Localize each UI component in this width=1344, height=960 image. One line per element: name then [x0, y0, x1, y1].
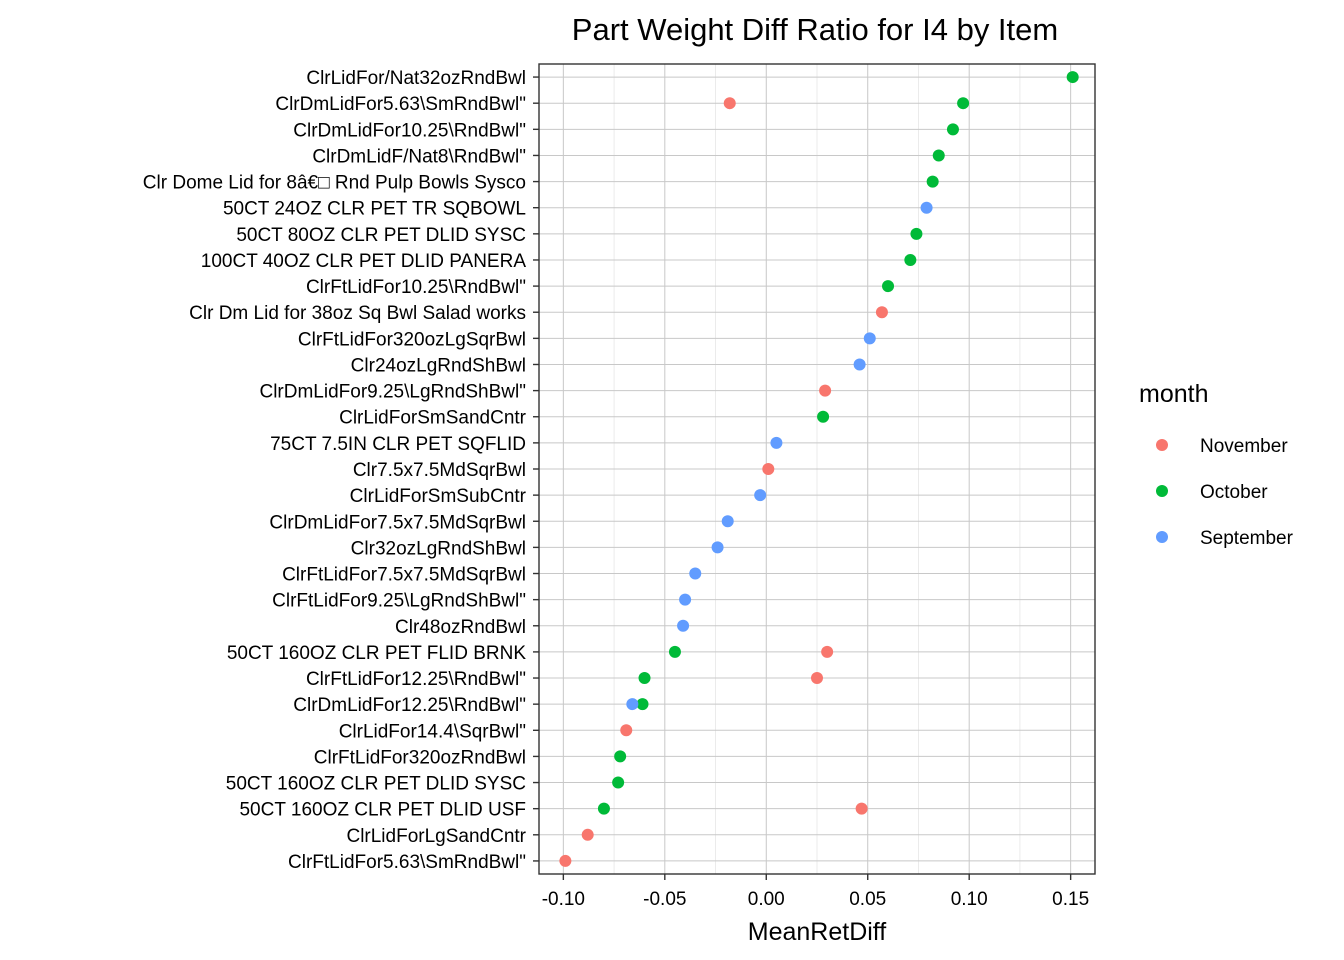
y-tick-label: 50CT 160OZ CLR PET FLID BRNK [227, 643, 527, 664]
data-point-september [626, 698, 639, 711]
y-tick-label: ClrDmLidF/Nat8\RndBwl" [312, 146, 526, 167]
y-tick-label: ClrLidForLgSandCntr [346, 826, 526, 847]
y-tick-label: ClrFtLidFor9.25\LgRndShBwl" [272, 591, 526, 612]
data-point-september [689, 567, 702, 580]
y-tick-label: ClrFtLidFor320ozRndBwl [314, 747, 526, 768]
y-tick-label: 50CT 80OZ CLR PET DLID SYSC [236, 225, 526, 246]
y-axis: ClrLidFor/Nat32ozRndBwl ClrDmLidFor5.63\S… [143, 68, 539, 873]
data-point-november [875, 306, 888, 319]
legend: month November October September [1139, 380, 1294, 549]
y-tick-label: ClrFtLidFor12.25\RndBwl" [306, 669, 526, 690]
x-axis-label: MeanRetDiff [748, 918, 887, 946]
data-point-september [770, 436, 783, 449]
x-tick-label: 0.10 [951, 889, 988, 910]
y-tick-label: ClrFtLidFor320ozLgSqrBwl [298, 329, 526, 350]
data-point-october [932, 149, 945, 162]
y-tick-label: ClrDmLidFor7.5x7.5MdSqrBwl [269, 512, 526, 533]
grid [539, 64, 1095, 874]
data-point-october [957, 97, 970, 110]
y-tick-label: ClrLidForSmSubCntr [350, 486, 527, 507]
data-point-october [612, 776, 625, 789]
y-tick-label: ClrFtLidFor10.25\RndBwl" [306, 277, 526, 298]
data-point-november [819, 384, 832, 397]
y-tick-label: Clr24ozLgRndShBwl [351, 355, 526, 376]
y-tick-label: ClrDmLidFor10.25\RndBwl" [293, 120, 526, 141]
legend-label-october: October [1200, 482, 1268, 503]
data-point-november [811, 672, 823, 685]
data-point-october [638, 672, 651, 685]
y-tick-label: ClrLidFor14.4\SqrBwl" [339, 721, 526, 742]
data-point-october [904, 253, 917, 266]
data-point-october [614, 750, 627, 763]
data-point-september [754, 489, 767, 502]
data-point-october [1066, 71, 1079, 84]
legend-label-november: November [1200, 436, 1288, 457]
x-tick-label: 0.00 [748, 889, 785, 910]
legend-swatch-november [1156, 439, 1168, 451]
data-point-november [581, 828, 594, 841]
x-tick-label: -0.05 [643, 889, 686, 910]
y-tick-label: 100CT 40OZ CLR PET DLID PANERA [201, 251, 527, 272]
data-point-september [677, 619, 690, 632]
data-point-october [946, 123, 959, 136]
data-point-september [679, 593, 692, 606]
y-tick-label: Clr48ozRndBwl [395, 617, 526, 638]
y-tick-label: ClrFtLidFor7.5x7.5MdSqrBwl [282, 565, 526, 586]
y-tick-label: ClrLidForSmSandCntr [339, 408, 527, 429]
x-axis: -0.10 -0.05 0.00 0.05 0.10 0.15 [542, 874, 1089, 910]
data-point-october [926, 175, 939, 188]
data-point-november [620, 724, 633, 737]
data-point-september [711, 541, 724, 554]
data-point-september [853, 358, 866, 371]
data-point-october [910, 227, 923, 240]
data-point-november [723, 97, 736, 110]
data-point-september [920, 201, 933, 214]
plot-panel-border [538, 63, 1096, 875]
x-tick-label: 0.15 [1052, 889, 1089, 910]
y-tick-label: ClrLidFor/Nat32ozRndBwl [306, 68, 526, 89]
chart-title: Part Weight Diff Ratio for I4 by Item [572, 12, 1058, 47]
data-point-november [821, 645, 834, 658]
data-point-november [559, 854, 572, 867]
y-tick-label: Clr32ozLgRndShBwl [351, 538, 526, 559]
legend-swatch-september [1156, 531, 1168, 543]
x-tick-label: -0.10 [542, 889, 585, 910]
data-point-october [636, 698, 649, 711]
y-tick-label: 50CT 160OZ CLR PET DLID USF [239, 800, 526, 821]
data-point-november [762, 463, 775, 475]
y-tick-label: 50CT 160OZ CLR PET DLID SYSC [226, 774, 526, 795]
y-tick-label: ClrFtLidFor5.63\SmRndBwl" [288, 852, 526, 873]
data-point-october [668, 645, 681, 658]
y-tick-label: Clr Dm Lid for 38oz Sq Bwl Salad works [189, 303, 526, 324]
y-tick-label: ClrDmLidFor9.25\LgRndShBwl" [259, 382, 526, 403]
legend-title: month [1139, 380, 1208, 408]
data-points [559, 71, 1079, 867]
y-tick-label: ClrDmLidFor5.63\SmRndBwl" [275, 94, 526, 115]
y-tick-label: Clr7.5x7.5MdSqrBwl [353, 460, 526, 481]
y-tick-label: 50CT 24OZ CLR PET TR SQBOWL [223, 199, 526, 220]
data-point-october [882, 280, 895, 293]
y-tick-label: Clr Dome Lid for 8â€□ Rnd Pulp Bowls Sys… [143, 173, 526, 194]
data-point-october [597, 802, 610, 815]
data-point-november [855, 802, 868, 815]
data-point-september [721, 515, 734, 528]
y-tick-label: 75CT 7.5IN CLR PET SQFLID [270, 434, 526, 455]
data-point-september [863, 332, 876, 345]
x-tick-label: 0.05 [849, 889, 886, 910]
data-point-october [817, 410, 830, 423]
y-tick-label: ClrDmLidFor12.25\RndBwl" [293, 695, 526, 716]
legend-swatch-october [1156, 485, 1168, 497]
legend-label-september: September [1200, 528, 1294, 549]
